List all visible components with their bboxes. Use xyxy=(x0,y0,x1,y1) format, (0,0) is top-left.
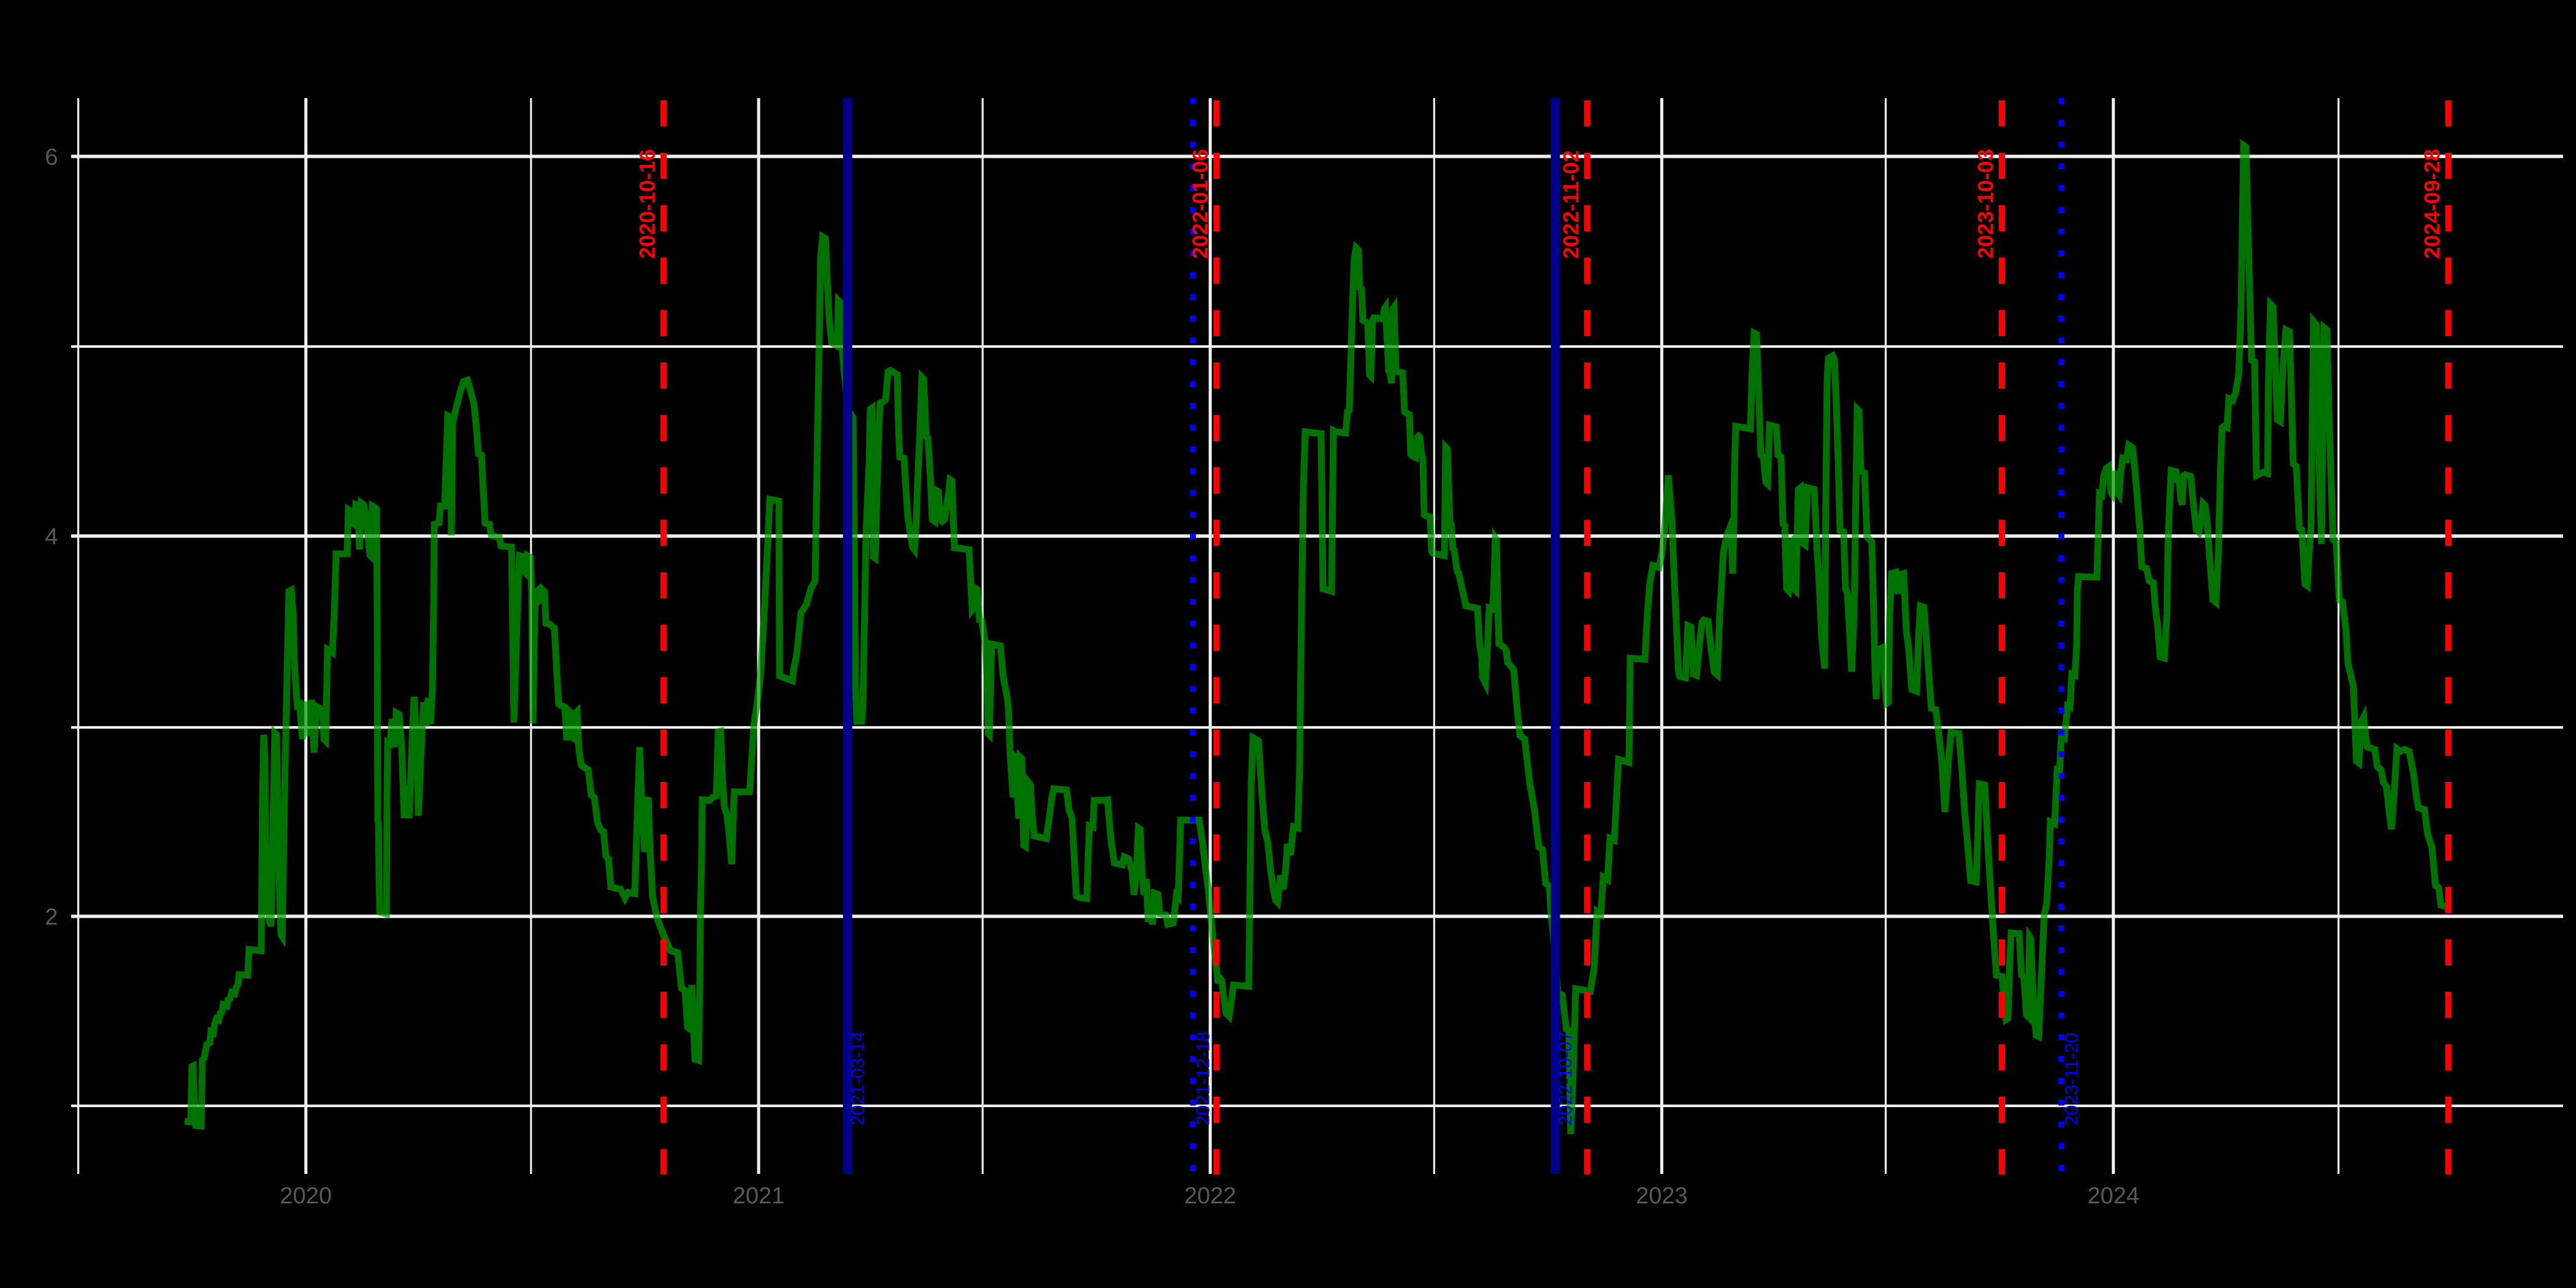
svg-text:2021-12-18: 2021-12-18 xyxy=(1194,1032,1214,1125)
svg-text:2021-03-14: 2021-03-14 xyxy=(848,1032,868,1125)
svg-text:2022: 2022 xyxy=(1184,1183,1236,1209)
svg-text:2022-10-07: 2022-10-07 xyxy=(1556,1032,1576,1125)
svg-text:4: 4 xyxy=(45,524,58,550)
svg-text:2024-09-28: 2024-09-28 xyxy=(2421,149,2445,259)
svg-text:2021: 2021 xyxy=(733,1183,785,1209)
svg-text:2023-11-20: 2023-11-20 xyxy=(2062,1033,2082,1125)
svg-text:2022-11-02: 2022-11-02 xyxy=(1560,150,1584,259)
svg-text:2023-10-03: 2023-10-03 xyxy=(1974,149,1998,259)
svg-text:2024: 2024 xyxy=(2087,1183,2139,1209)
svg-text:2: 2 xyxy=(45,905,58,930)
svg-text:2020: 2020 xyxy=(280,1183,332,1209)
svg-text:2020-10-16: 2020-10-16 xyxy=(636,149,660,259)
svg-text:6: 6 xyxy=(45,145,58,171)
svg-text:2023: 2023 xyxy=(1636,1183,1688,1209)
svg-text:2022-01-06: 2022-01-06 xyxy=(1189,149,1213,259)
